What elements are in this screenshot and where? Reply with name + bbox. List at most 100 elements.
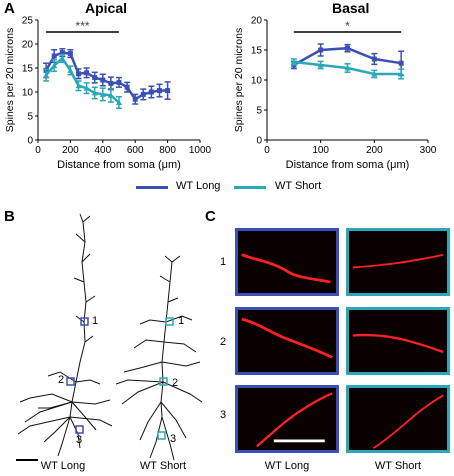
data-point	[59, 55, 66, 61]
panel-label-c: C	[205, 208, 216, 225]
y-tick-label: 20	[251, 16, 263, 27]
caption-c-wt-long: WT Long	[264, 460, 310, 472]
series-line	[45, 51, 168, 101]
x-tick-label: 200	[62, 145, 79, 156]
significance-label: *	[345, 19, 350, 33]
y-axis-label: Spines per 20 microns	[4, 28, 16, 132]
caption-b-wt-short: WT Short	[139, 460, 187, 472]
y-axis-label: Spines per 20 microns	[233, 28, 245, 132]
data-point	[317, 62, 324, 68]
series-wt-short	[290, 58, 405, 80]
data-point	[116, 99, 122, 106]
y-tick-label: 25	[22, 16, 34, 27]
data-point	[107, 92, 114, 98]
marker-num-short-3: 3	[170, 433, 177, 445]
data-point	[318, 47, 324, 53]
data-point	[157, 88, 162, 94]
x-tick-label: 100	[312, 145, 329, 156]
y-tick-label: 0	[27, 136, 33, 147]
panel-label-b: B	[4, 208, 15, 225]
row-num-2: 2	[220, 336, 227, 348]
basal-chart-title: Basal	[332, 0, 370, 16]
x-tick-label: 0	[35, 145, 41, 156]
x-tick-label: 600	[127, 145, 144, 156]
data-point	[92, 75, 98, 81]
data-point	[91, 89, 98, 96]
basal-chart: 0 100 200 300 0 5 10 15 20 Distance from soma (μm…	[233, 16, 437, 172]
y-tick-label: 10	[251, 76, 263, 87]
marker-box-long-1	[80, 317, 89, 326]
y-tick-label: 10	[22, 88, 34, 99]
row-num-1: 1	[220, 256, 227, 268]
x-tick-label: 400	[94, 145, 111, 156]
data-point	[371, 56, 377, 62]
data-point	[84, 70, 90, 76]
data-point	[140, 91, 146, 97]
neuron-wt-long	[17, 213, 113, 457]
y-tick-label: 20	[22, 40, 34, 51]
y-tick-label: 0	[256, 136, 262, 147]
marker-num-long-2: 2	[58, 374, 65, 386]
x-axis-label: Distance from soma (μm)	[286, 159, 410, 171]
data-point	[371, 71, 378, 77]
data-point	[51, 62, 58, 69]
data-point	[344, 65, 351, 71]
y-tick-label: 15	[22, 64, 34, 75]
y-tick-label: 5	[256, 106, 262, 117]
data-point	[75, 82, 82, 89]
x-tick-label: 800	[159, 145, 176, 156]
data-point	[116, 79, 122, 85]
legend: WT Long WT Short	[0, 178, 454, 196]
legend-label-wt-short: WT Short	[275, 180, 322, 192]
data-point	[124, 84, 130, 90]
series-wt-short	[43, 53, 122, 110]
marker-box-short-3	[157, 431, 166, 440]
data-point	[132, 96, 138, 102]
data-point	[67, 51, 73, 57]
data-point	[67, 67, 74, 73]
marker-box-long-3	[75, 425, 84, 434]
data-point	[100, 77, 106, 83]
marker-num-long-3: 3	[76, 434, 83, 446]
micrograph-long-3	[235, 385, 339, 453]
apical-chart-title: Apical	[85, 0, 128, 16]
data-point	[290, 59, 297, 65]
x-tick-label: 200	[366, 145, 383, 156]
micrograph-short-1	[346, 228, 450, 296]
micrograph-short-2	[346, 307, 450, 375]
caption-c-wt-short: WT Short	[374, 460, 422, 472]
x-axis-label: Distance from soma (μm)	[57, 159, 181, 171]
marker-box-short-1	[165, 317, 174, 326]
marker-num-long-1: 1	[92, 315, 99, 327]
neuron-wt-short	[115, 255, 203, 461]
data-point	[99, 91, 106, 97]
data-point	[398, 60, 404, 66]
apical-chart: 0 200 400 600 800 1000 0 5 10 15 20 25 Distance from…	[4, 16, 212, 172]
caption-b-wt-long: WT Long	[40, 460, 86, 472]
x-tick-label: 0	[264, 145, 270, 156]
data-point	[345, 45, 350, 51]
y-tick-label: 5	[27, 112, 33, 123]
data-point	[148, 89, 154, 95]
data-point	[59, 50, 65, 56]
marker-box-long-2	[66, 377, 75, 386]
y-tick-label: 15	[251, 46, 263, 57]
legend-label-wt-long: WT Long	[176, 180, 221, 192]
micrograph-short-3	[346, 385, 450, 453]
legend-swatch-wt-short	[234, 186, 266, 189]
data-point	[76, 71, 81, 77]
marker-box-short-2	[159, 377, 168, 386]
panel-label-a: A	[4, 0, 15, 17]
legend-swatch-wt-long	[136, 186, 168, 189]
data-point	[398, 71, 405, 77]
x-tick-label: 300	[420, 145, 437, 156]
marker-num-short-1: 1	[178, 315, 185, 327]
data-point	[165, 88, 171, 94]
marker-num-short-2: 2	[172, 377, 179, 389]
data-point	[43, 72, 50, 78]
series-line	[45, 56, 120, 104]
row-num-3: 3	[220, 409, 227, 421]
data-point	[51, 53, 57, 59]
micrograph-long-1	[235, 228, 339, 296]
